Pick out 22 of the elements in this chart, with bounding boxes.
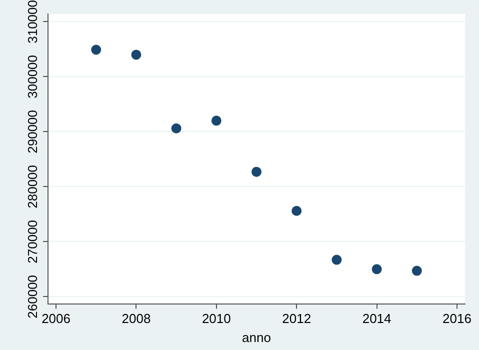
point <box>332 254 342 265</box>
y-tick-label: 280000 <box>25 164 40 208</box>
x-axis-title: anno <box>242 330 271 345</box>
y-tick-label: 270000 <box>25 220 40 264</box>
y-tick-label: 260000 <box>25 274 40 318</box>
y-tick-label: 310000 <box>25 0 40 44</box>
point <box>211 116 222 126</box>
point <box>412 266 422 276</box>
point <box>252 166 262 177</box>
point <box>292 206 302 216</box>
point <box>372 264 382 274</box>
x-tick-label: 2016 <box>442 311 472 326</box>
y-tick-label: 290000 <box>25 110 40 154</box>
point <box>171 123 182 134</box>
x-tick-label: 2006 <box>42 311 70 326</box>
point <box>131 50 142 60</box>
x-tick-label: 2008 <box>122 311 151 326</box>
point <box>91 44 102 55</box>
y-tick-label: 300000 <box>25 54 40 98</box>
x-tick-label: 2012 <box>282 311 312 326</box>
x-tick-label: 2014 <box>362 311 392 326</box>
x-tick-label: 2010 <box>202 311 231 326</box>
